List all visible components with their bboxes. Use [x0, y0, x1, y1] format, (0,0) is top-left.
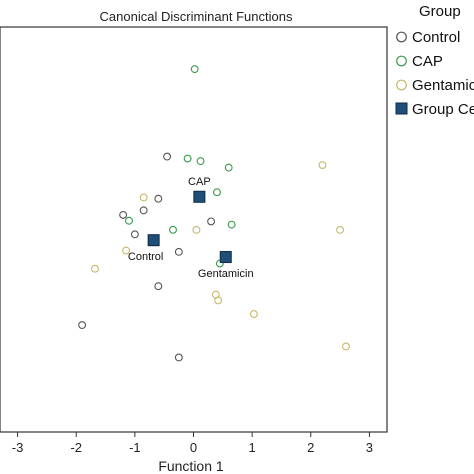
point-cap-1 — [183, 154, 192, 163]
centroid-label-cap: CAP — [188, 176, 211, 188]
legend-symbol-cap — [396, 55, 407, 67]
x-tick-label--3: -3 — [12, 440, 24, 455]
points-layer — [78, 65, 350, 362]
point-control-1 — [154, 194, 163, 203]
legend-label-control: Control — [412, 29, 460, 46]
legend-symbol-gentamicin — [396, 79, 407, 91]
x-tick-label-3: 3 — [366, 440, 373, 455]
point-control-4 — [130, 230, 139, 239]
point-gentamicin-5 — [91, 264, 99, 273]
legend-label-cap: CAP — [412, 53, 443, 70]
point-gentamicin-8 — [249, 310, 258, 319]
point-gentamicin-2 — [192, 225, 201, 234]
x-axis: -3 -2 -1 0 1 2 3 — [12, 432, 373, 455]
legend-symbol-control — [396, 31, 407, 43]
point-gentamicin-7 — [214, 296, 223, 305]
legend-symbol-group-centroid — [395, 102, 408, 115]
x-tick-label--2: -2 — [70, 440, 82, 455]
centroid-cap — [193, 190, 206, 203]
point-control-8 — [78, 321, 87, 330]
legend-label-group-centroid: Group Centroid — [412, 101, 474, 118]
x-tick-label--1: -1 — [129, 440, 141, 455]
x-tick-label-2: 2 — [307, 440, 314, 455]
point-control-6 — [174, 247, 183, 256]
point-cap-5 — [125, 216, 133, 225]
centroid-gentamicin — [219, 251, 232, 264]
point-cap-2 — [196, 157, 205, 166]
point-cap-7 — [227, 220, 236, 229]
point-gentamicin-3 — [336, 225, 345, 234]
legend-label-gentamicin: Gentamicin — [412, 77, 474, 94]
x-tick-label-0: 0 — [190, 440, 197, 455]
point-control-2 — [139, 206, 148, 215]
point-cap-4 — [213, 188, 221, 197]
x-axis-label: Function 1 — [158, 458, 224, 474]
x-tick-label-1: 1 — [249, 440, 256, 455]
point-control-5 — [207, 217, 216, 226]
point-control-9 — [174, 353, 183, 362]
centroid-control — [147, 234, 160, 247]
point-control-7 — [154, 282, 163, 291]
centroid-label-gentamicin: Gentamicin — [198, 268, 254, 280]
legend-title: Group — [419, 3, 461, 20]
point-gentamicin-1 — [139, 193, 148, 202]
point-cap-3 — [224, 163, 233, 172]
legend: Group Control CAP Gentamicin Group Centroid — [395, 3, 474, 118]
point-gentamicin-0 — [318, 161, 327, 169]
point-gentamicin-9 — [342, 342, 350, 351]
point-control-0 — [163, 152, 172, 161]
point-gentamicin-4 — [122, 246, 131, 255]
point-cap-0 — [190, 65, 199, 74]
chart-title: Canonical Discriminant Functions — [100, 9, 293, 24]
point-cap-6 — [169, 225, 177, 234]
centroid-label-control: Control — [128, 251, 163, 263]
centroid-layer: Control CAP Gentamicin — [128, 176, 254, 280]
point-control-3 — [119, 210, 128, 219]
